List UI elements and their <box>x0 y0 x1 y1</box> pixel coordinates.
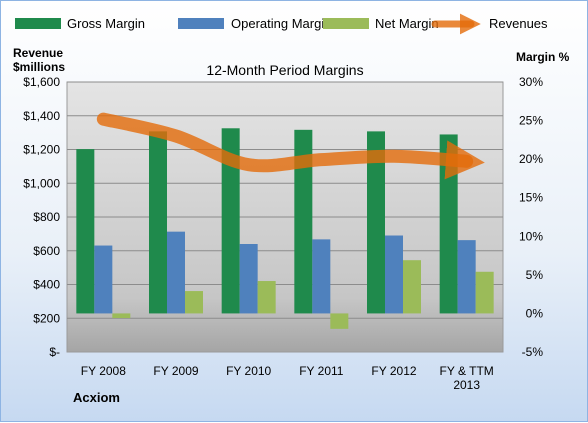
right-axis-title: Margin % <box>516 50 570 64</box>
bar-gross-margin-fy-2009 <box>149 131 167 314</box>
legend-swatch-gross-margin <box>15 18 61 29</box>
left-tick-label: $1,200 <box>23 143 60 157</box>
bar-net-margin-fy-2010 <box>257 281 276 314</box>
left-tick-label: $1,400 <box>23 109 60 123</box>
left-tick-label: $1,600 <box>23 75 60 89</box>
x-tick-label: FY 2012 <box>371 364 416 378</box>
left-tick-label: $1,000 <box>23 176 60 190</box>
right-tick-label: 0% <box>526 306 544 320</box>
bar-operating-margin-fy-2011 <box>312 239 331 314</box>
right-tick-label: 5% <box>526 268 544 282</box>
x-tick-label: FY & TTM 2013 <box>440 364 494 392</box>
left-axis-ticks: $- $200 $400 $600 $800 $1,000 $1,200 $1,400 $1,6… <box>23 75 60 359</box>
bar-net-margin-fy-2012 <box>403 260 421 314</box>
legend-swatch-operating-margin <box>178 18 224 29</box>
bar-gross-margin-fy-2010 <box>221 128 240 314</box>
left-tick-label: $400 <box>33 278 60 292</box>
revenue-series <box>96 112 485 180</box>
bar-operating-margin-fy-ttm-2013 <box>457 240 476 314</box>
bar-net-margin-fy-2009 <box>185 291 203 314</box>
legend-label-gross-margin: Gross Margin <box>67 16 145 31</box>
bar-net-margin-fy-2011 <box>330 313 349 329</box>
legend-label-revenues: Revenues <box>489 16 548 31</box>
x-tick-label: FY 2009 <box>153 364 198 378</box>
left-axis-title-line-1: Revenue <box>13 46 63 60</box>
right-tick-label: 20% <box>519 152 543 166</box>
chart-title: 12-Month Period Margins <box>206 62 363 78</box>
company-label: Acxiom <box>73 390 120 405</box>
left-tick-label: $600 <box>33 244 60 258</box>
legend-label-net-margin: Net Margin <box>375 16 439 31</box>
bar-operating-margin-fy-2009 <box>167 231 185 314</box>
bar-operating-margin-fy-2012 <box>385 235 403 314</box>
right-tick-label: 15% <box>519 191 543 205</box>
bar-gross-margin-fy-2008 <box>76 149 95 314</box>
left-tick-label: $800 <box>33 210 60 224</box>
legend: Gross Margin Operating Margin Net Margin… <box>15 13 548 35</box>
revenues-line <box>96 112 485 180</box>
right-tick-label: -5% <box>522 345 544 359</box>
gridlines <box>67 81 503 319</box>
x-tick-label: FY 2008 <box>81 364 126 378</box>
right-axis-ticks: -5% 0% 5% 10% 15% 20% 25% 30% <box>519 75 543 359</box>
right-tick-label: 30% <box>519 75 543 89</box>
bar-net-margin-fy-2008 <box>112 313 131 319</box>
left-tick-label: $200 <box>33 311 60 325</box>
legend-label-operating-margin: Operating Margin <box>231 16 331 31</box>
left-axis-title-line-2: $millions <box>13 60 65 74</box>
right-tick-label: 25% <box>519 114 543 128</box>
legend-swatch-net-margin <box>323 18 369 29</box>
x-axis-ticks: FY 2008 FY 2009 FY 2010 FY 2011 FY 2012 FY & … <box>81 364 494 392</box>
bar-gross-margin-fy-2011 <box>294 129 313 314</box>
bar-operating-margin-fy-2010 <box>239 244 258 314</box>
bar-net-margin-fy-ttm-2013 <box>475 271 494 314</box>
right-tick-label: 10% <box>519 229 543 243</box>
bar-gross-margin-fy-2012 <box>367 131 385 314</box>
x-tick-label: FY 2011 <box>299 364 344 378</box>
x-tick-label: FY 2010 <box>226 364 271 378</box>
bar-operating-margin-fy-2008 <box>94 245 113 314</box>
left-tick-label: $- <box>49 345 60 359</box>
